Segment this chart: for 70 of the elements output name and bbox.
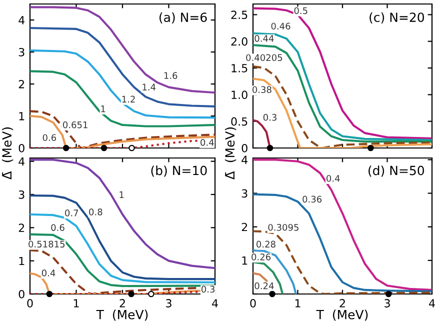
series-label: 0.44 — [254, 34, 274, 42]
y-tick-label: 0 — [18, 144, 24, 152]
y-tick-label: 4 — [242, 156, 248, 164]
line-series — [30, 70, 215, 128]
series-label: 0.6 — [51, 224, 64, 231]
y-tick-label: 1.0 — [232, 90, 248, 100]
y-tick-label: 2.0 — [231, 37, 248, 46]
x-tick-label: 3 — [384, 299, 390, 308]
y-tick-label: 0 — [18, 290, 24, 298]
x-tick-label: 1 — [295, 299, 300, 308]
x-tick-label: 0 — [250, 299, 256, 308]
y-tick-label: 0.5 — [231, 117, 248, 126]
series-label: 0.3 — [201, 286, 215, 293]
y-tick-label: 0 — [242, 144, 248, 152]
x-axis-title: T (MeV) — [316, 310, 368, 321]
text: (b) N=10 — [151, 166, 207, 177]
text: (c) N=20 — [370, 12, 424, 24]
x-tick-label: 3 — [166, 299, 172, 308]
series-label: 0.651 — [63, 121, 88, 128]
series-label: 0.28 — [256, 240, 276, 248]
series-label: 0.5 — [294, 7, 308, 14]
series-label: 0.4 — [42, 270, 56, 276]
series-label: 0.3 — [263, 114, 276, 121]
y-tick-label: 1.5 — [232, 64, 248, 72]
y-tick-label: 3 — [18, 48, 24, 56]
x-tick-label: 4 — [429, 299, 435, 308]
series-label: 0.24 — [254, 282, 274, 290]
y-tick-label: 2 — [18, 80, 24, 88]
line-series — [30, 26, 215, 108]
series-label: 0.26 — [252, 254, 271, 260]
series-label: 1.6 — [164, 72, 178, 79]
y-axis-title: Δ̄ (MeV) — [224, 127, 236, 180]
series-label: 1 — [101, 106, 106, 112]
y-tick-label: 1 — [242, 256, 248, 265]
y-tick-label: 4 — [18, 157, 25, 166]
y-tick-label: 2.5 — [231, 10, 248, 20]
line-series — [253, 158, 432, 292]
series-label: 0.4 — [200, 138, 214, 146]
x-tick-label: 4 — [212, 299, 218, 308]
x-tick-label: 0 — [27, 299, 33, 308]
series-label: 0.4 — [326, 174, 340, 182]
series-label: 0.8 — [89, 208, 102, 216]
series-label: 0.36 — [302, 196, 322, 203]
line-series — [30, 49, 215, 119]
y-tick-label: 2 — [242, 222, 248, 232]
text: (a) N=6 — [160, 12, 207, 24]
x-axis-title: T (MeV) — [96, 310, 148, 321]
series-label: 0.40205 — [246, 54, 282, 62]
series-label: 0.3095 — [268, 224, 298, 231]
y-tick-label: 2 — [18, 224, 24, 232]
line-series — [253, 249, 298, 294]
y-tick-label: 1 — [19, 256, 24, 266]
x-tick-label: 2 — [120, 299, 125, 308]
x-tick-label: 2 — [340, 299, 345, 308]
y-tick-label: 3 — [242, 189, 248, 198]
y-tick-label: 1 — [19, 112, 24, 120]
text: (d) N=50 — [368, 166, 424, 177]
series-label: 0.51815 — [28, 240, 65, 248]
y-tick-label: 3 — [18, 190, 24, 199]
series-label: 1 — [120, 191, 124, 198]
series-label: 1.2 — [122, 96, 135, 102]
y-tick-label: 4 — [18, 16, 25, 24]
y-axis-title: Δ̄ (MeV) — [2, 127, 14, 180]
x-tick-label: 1 — [74, 299, 79, 308]
series-label: 0.7 — [65, 210, 78, 216]
series-label: 0.6 — [42, 134, 56, 142]
series-label: 1.4 — [142, 84, 156, 90]
series-label: 0.46 — [271, 22, 290, 30]
line-series — [30, 6, 215, 94]
series-label: 0.38 — [252, 86, 272, 94]
